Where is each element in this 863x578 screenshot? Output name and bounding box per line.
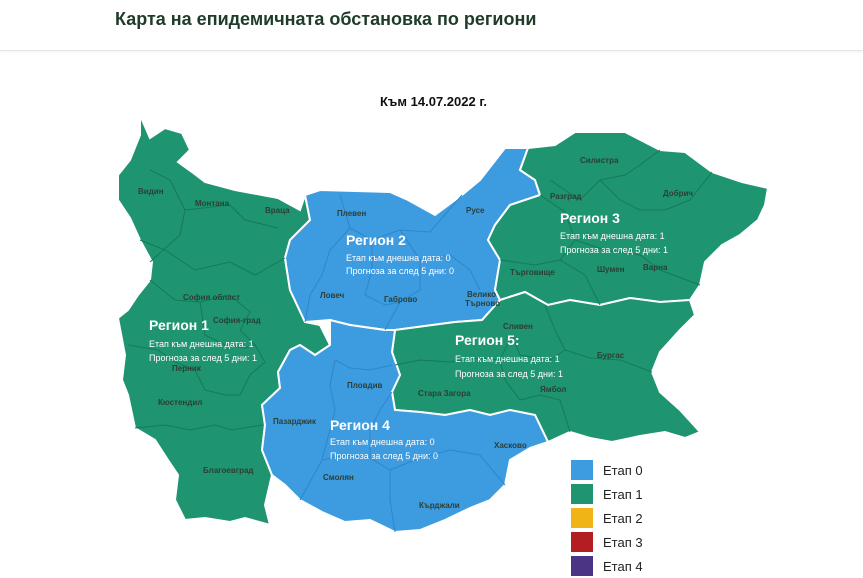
district-label-burgas: Бургас [597, 351, 625, 360]
region-3-shape[interactable] [486, 131, 770, 307]
region-4-title: Регион 4 [330, 417, 390, 433]
district-label-lovech: Ловеч [320, 291, 345, 300]
district-label-silistra: Силистра [580, 156, 619, 165]
district-borders [127, 149, 713, 433]
page-title: Карта на епидемичната обстановка по реги… [115, 9, 537, 29]
region-4-forecast: Прогноза за след 5 дни: 0 [330, 451, 438, 461]
region-1-title: Регион 1 [149, 317, 209, 333]
region-1-forecast: Прогноза за след 5 дни: 1 [149, 353, 257, 363]
district-label-shumen: Шумен [597, 265, 625, 274]
district-label-gabrovo: Габрово [384, 295, 417, 304]
region-3-today: Етап към днешна дата: 1 [560, 231, 665, 241]
legend-swatch [571, 508, 593, 528]
district-label-sofia-grad: София-град [213, 316, 261, 325]
district-label-yambol: Ямбол [540, 385, 566, 394]
region-5-title: Регион 5: [455, 332, 520, 348]
legend-swatch [571, 556, 593, 576]
district-labels: Видин Монтана Враца Плевен Русе Силистра… [138, 156, 693, 510]
district-label-haskovo: Хасково [494, 441, 527, 450]
legend-item-stage-3: Етап 3 [571, 530, 643, 554]
district-label-vratsa: Враца [265, 206, 290, 215]
region-3-forecast: Прогноза за след 5 дни: 1 [560, 245, 668, 255]
district-label-kardzhali: Кърджали [419, 501, 460, 510]
district-label-vidin: Видин [138, 187, 164, 196]
district-label-targovishte: Търговище [510, 268, 555, 277]
district-label-tarnovo: Търново [465, 299, 500, 308]
district-label-plovdiv: Пловдив [347, 381, 383, 390]
date-label: Към 14.07.2022 г. [380, 94, 488, 109]
region-1-today: Етап към днешна дата: 1 [149, 339, 254, 349]
legend-label: Етап 2 [603, 510, 643, 526]
legend: Етап 0 Етап 1 Етап 2 Етап 3 Етап 4 [571, 458, 643, 578]
district-label-stara-zagora: Стара Загора [418, 389, 471, 398]
region-5-today: Етап към днешна дата: 1 [455, 354, 560, 364]
region-3-label: Регион 3 Етап към днешна дата: 1 Прогноз… [560, 210, 668, 255]
region-4-today: Етап към днешна дата: 0 [330, 437, 435, 447]
region-2-today: Етап към днешна дата: 0 [346, 253, 451, 263]
legend-item-stage-0: Етап 0 [571, 458, 643, 482]
region-1-label: Регион 1 Етап към днешна дата: 1 Прогноз… [149, 317, 257, 363]
district-label-sofia-oblast: София област [183, 293, 240, 302]
legend-swatch [571, 532, 593, 552]
region-2-title: Регион 2 [346, 232, 406, 248]
region-4-label: Регион 4 Етап към днешна дата: 0 Прогноз… [330, 417, 438, 461]
district-label-pleven: Плевен [337, 209, 366, 218]
district-label-veliko: Велико [467, 290, 496, 299]
legend-item-stage-4: Етап 4 [571, 554, 643, 578]
region-2-forecast: Прогноза за след 5 дни: 0 [346, 266, 454, 276]
district-label-smolyan: Смолян [323, 473, 354, 482]
region-5-label: Регион 5: Етап към днешна дата: 1 Прогно… [455, 332, 563, 379]
region-3-title: Регион 3 [560, 210, 620, 226]
legend-swatch [571, 484, 593, 504]
district-label-sliven: Сливен [503, 322, 533, 331]
region-5-forecast: Прогноза за след 5 дни: 1 [455, 369, 563, 379]
legend-label: Етап 0 [603, 462, 643, 478]
district-borders-blue [299, 194, 506, 533]
page-header: Карта на епидемичната обстановка по реги… [0, 0, 863, 51]
district-label-pazardzhik: Пазарджик [273, 417, 317, 426]
district-label-dobrich: Добрич [663, 189, 693, 198]
legend-item-stage-2: Етап 2 [571, 506, 643, 530]
legend-item-stage-1: Етап 1 [571, 482, 643, 506]
region-2-label: Регион 2 Етап към днешна дата: 0 Прогноз… [346, 232, 454, 276]
legend-label: Етап 3 [603, 534, 643, 550]
district-label-montana: Монтана [195, 199, 230, 208]
legend-swatch [571, 460, 593, 480]
district-label-kyustendil: Кюстендил [158, 398, 202, 407]
district-label-pernik: Перник [172, 364, 202, 373]
legend-label: Етап 4 [603, 558, 643, 574]
district-label-varna: Варна [643, 263, 668, 272]
legend-label: Етап 1 [603, 486, 643, 502]
district-label-razgrad: Разград [550, 192, 582, 201]
district-label-blagoevgrad: Благоевград [203, 466, 254, 475]
region-4-shape[interactable] [260, 318, 550, 534]
district-label-ruse: Русе [466, 206, 485, 215]
